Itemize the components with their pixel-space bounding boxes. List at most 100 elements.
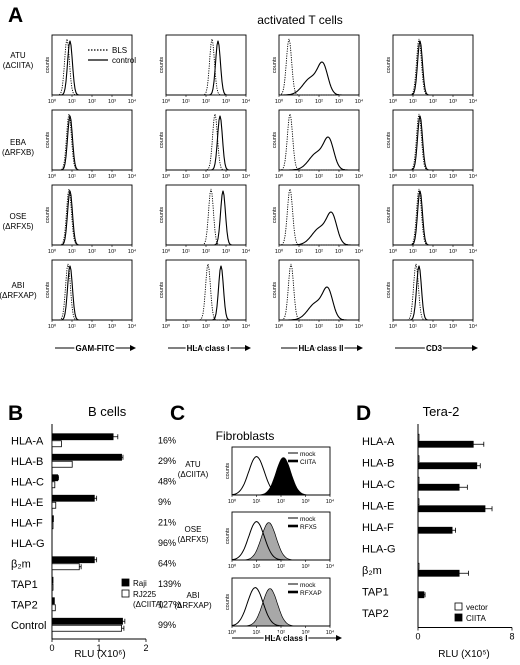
bar <box>417 505 486 513</box>
tick-label: 10¹ <box>68 249 76 255</box>
y-axis-label: counts <box>159 207 165 223</box>
tick-label: 10³ <box>108 99 116 105</box>
tick-label: 10³ <box>335 324 343 330</box>
tick-label: 10⁰ <box>48 248 57 255</box>
panel-a-histogram-grid: 10⁰ 10¹ 10² 10³ 10⁴ counts 10⁰ 10¹ 10² 10³ 10⁴ coun… <box>45 34 478 330</box>
tick-label: 10⁰ <box>275 173 284 180</box>
control-histogram <box>52 40 132 96</box>
bar <box>417 440 474 448</box>
tick-label: 10¹ <box>409 99 417 105</box>
control-histogram <box>279 136 359 171</box>
control-histogram <box>52 115 132 171</box>
category-label: TAP2 <box>362 608 389 620</box>
bar <box>417 462 478 470</box>
col-arrowhead-hla1 <box>245 345 251 351</box>
bar <box>51 624 122 632</box>
tick-label: 10³ <box>108 174 116 180</box>
tick-label: 10⁴ <box>326 629 335 636</box>
tick-label: 10⁰ <box>162 173 171 180</box>
category-label: HLA-F <box>362 522 394 534</box>
tick-label: 10³ <box>222 174 230 180</box>
histogram-cell: 10⁰ 10¹ 10² 10³ 10⁴ counts <box>45 109 137 180</box>
histogram-cell: 10⁰ 10¹ 10² 10³ 10⁴ counts <box>272 109 364 180</box>
bar <box>51 433 114 441</box>
histogram-cell: 10⁰ 10¹ 10² 10³ 10⁴ counts <box>386 259 478 330</box>
tick-label: 10³ <box>302 630 310 636</box>
tick-label: 10¹ <box>253 564 261 570</box>
tick-label: 10³ <box>449 99 457 105</box>
bar <box>51 453 122 461</box>
control-histogram <box>279 61 359 96</box>
histogram-cell: ABI(ΔRFXAP) 10⁰ 10¹ 10² 10³ 10⁴ counts mockRFXA… <box>174 577 335 636</box>
tick-label: 10² <box>315 99 323 105</box>
histogram-cell: 10⁰ 10¹ 10² 10³ 10⁴ counts <box>386 34 478 105</box>
tick-label: 10⁴ <box>355 248 364 255</box>
tick-label: 10⁴ <box>128 98 137 105</box>
panel-c-histograms: ATU(ΔCIITA)10⁰ 10¹ 10² 10³ 10⁴countsmockCIIT… <box>174 446 335 636</box>
plot-frame <box>165 109 247 171</box>
tick-label: 10⁴ <box>242 248 251 255</box>
tick-label: 10³ <box>335 174 343 180</box>
panel-a-legend: BLS control <box>88 46 136 65</box>
tick-label: 10² <box>277 630 285 636</box>
percentage-label: 99% <box>158 620 176 630</box>
tick-label: 10³ <box>335 99 343 105</box>
category-label: HLA-C <box>11 476 44 488</box>
percentage-label: 16% <box>158 435 176 445</box>
bls-histogram <box>52 38 132 96</box>
bls-histogram <box>52 113 132 171</box>
y-axis-label: counts <box>159 282 165 298</box>
panel-a-row-label-abi: ABI <box>12 281 25 290</box>
tick-label: 10⁰ <box>228 563 237 570</box>
tick-label: 10² <box>88 174 96 180</box>
tick-label: 10⁰ <box>275 98 284 105</box>
control-histogram <box>52 190 132 246</box>
tick-label: 10⁴ <box>128 248 137 255</box>
y-axis-label: counts <box>272 132 278 148</box>
tick-label: 10² <box>429 99 437 105</box>
y-axis-label: counts <box>272 57 278 73</box>
panel-b-legend: Raji RJ225 (ΔCIITA) <box>121 578 164 609</box>
bar <box>417 483 460 491</box>
bar <box>417 498 420 506</box>
percentage-label: 9% <box>158 497 171 507</box>
y-axis-label: counts <box>159 57 165 73</box>
histogram-cell: 10⁰ 10¹ 10² 10³ 10⁴ counts <box>159 34 251 105</box>
col-arrowhead-gam <box>130 345 136 351</box>
x-tick-label: 2 <box>143 643 148 653</box>
legend-rj225-swatch <box>121 589 130 598</box>
control-histogram <box>279 211 359 246</box>
x-tick-label: 0 <box>415 632 420 642</box>
percentage-label: 29% <box>158 456 176 466</box>
panel-letter-c: C <box>170 402 185 425</box>
bls-histogram <box>393 263 473 321</box>
histogram-cell: 10⁰ 10¹ 10² 10³ 10⁴ counts <box>45 34 137 105</box>
plot-frame <box>165 34 247 96</box>
tick-label: 10⁴ <box>128 173 137 180</box>
bar <box>51 515 54 523</box>
tick-label: 10² <box>429 249 437 255</box>
category-label: HLA-C <box>362 479 395 491</box>
tick-label: 10¹ <box>409 174 417 180</box>
tick-label: 10⁰ <box>389 248 398 255</box>
panel-a-row-label-atu: ATU <box>10 51 26 60</box>
control-histogram <box>393 40 473 96</box>
control-histogram <box>166 265 246 321</box>
bar <box>417 455 420 463</box>
plot-frame <box>51 34 133 96</box>
plot-frame <box>278 109 360 171</box>
percentage-label: 139% <box>158 579 181 589</box>
bar <box>51 474 59 482</box>
plot-frame <box>165 259 247 321</box>
category-label: HLA-G <box>362 543 396 555</box>
panel-b-title: B cells <box>88 404 127 419</box>
tick-label: 10¹ <box>182 174 190 180</box>
histogram-cell: 10⁰ 10¹ 10² 10³ 10⁴ counts <box>159 259 251 330</box>
plot-frame <box>392 259 474 321</box>
tick-label: 10³ <box>108 249 116 255</box>
tick-label: 10⁴ <box>242 173 251 180</box>
category-label: Control <box>11 620 46 632</box>
control-histogram <box>166 40 246 96</box>
